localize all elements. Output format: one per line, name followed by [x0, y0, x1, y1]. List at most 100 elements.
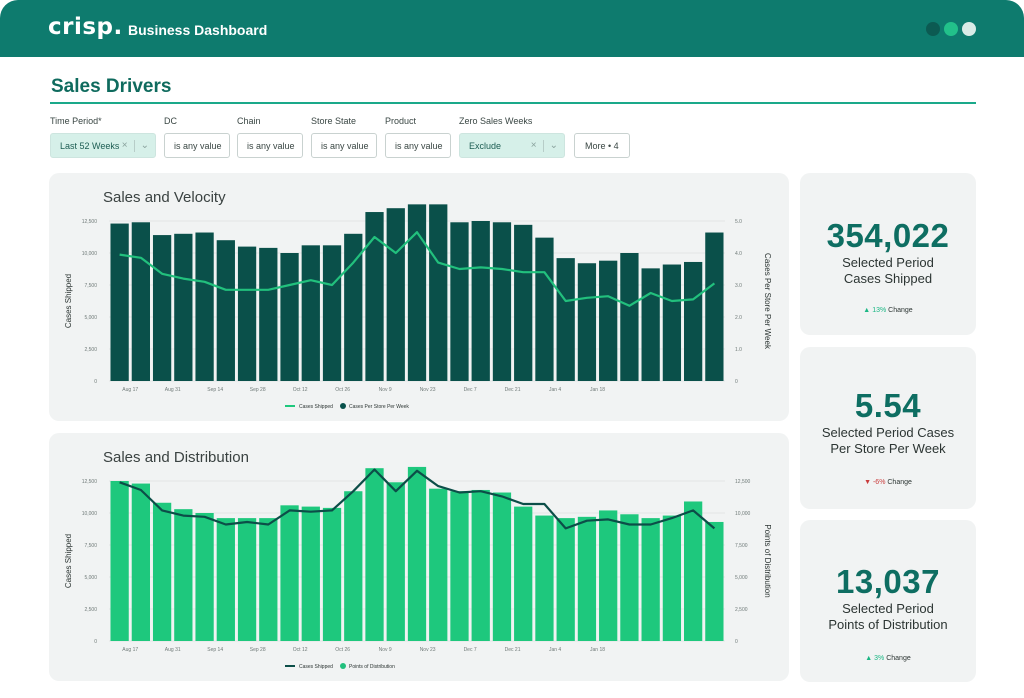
x-tick-label: Aug 31	[165, 387, 181, 393]
arrow-down-icon: ▼	[864, 479, 872, 486]
x-tick-label: Aug 17	[122, 647, 138, 653]
bar	[110, 481, 129, 641]
bar	[386, 208, 405, 381]
crisp-logo[interactable]: crisp.	[48, 14, 123, 40]
kpi-value: 5.54	[854, 387, 922, 424]
filter-zero-sales-weeks: Zero Sales Weeks Exclude × ⌄	[459, 116, 565, 158]
zero-sales-weeks-select[interactable]: Exclude × ⌄	[459, 133, 565, 158]
filter-more: More • 4	[574, 116, 630, 158]
legend-label: Points of Distribution	[349, 664, 395, 670]
filter-product: Product is any value	[385, 116, 451, 158]
bar	[641, 518, 660, 641]
filter-value: is any value	[321, 140, 369, 151]
y-tick-label: 12,500	[82, 219, 98, 225]
bar	[641, 268, 660, 381]
bar	[131, 483, 150, 641]
product-filter-button[interactable]: is any value	[385, 133, 451, 158]
bar	[684, 501, 703, 641]
kpi-cases-shipped: 354,022 Selected Period Cases Shipped ▲ …	[800, 173, 976, 335]
bar	[131, 222, 150, 381]
window-controls	[926, 22, 976, 36]
chevron-down-icon[interactable]: ⌄	[549, 140, 558, 151]
bar	[259, 518, 278, 641]
arrow-up-icon: ▲	[865, 655, 873, 662]
bar	[535, 515, 554, 641]
page-title: Sales Drivers	[51, 76, 172, 97]
y-tick-label: 10,000	[82, 511, 98, 517]
x-tick-label: Jan 18	[590, 647, 605, 653]
y-axis-title: Cases Shipped	[64, 534, 73, 588]
x-tick-label: Dec 7	[464, 647, 477, 653]
x-tick-label: Aug 31	[165, 647, 181, 653]
sales-velocity-card: Sales and Velocity 12,500 10,000 7,500 5,00…	[49, 173, 789, 421]
chart-title: Sales and Velocity	[103, 189, 226, 206]
bar	[471, 221, 490, 381]
x-tick-label: Sep 14	[207, 647, 223, 653]
clear-icon[interactable]: ×	[530, 140, 537, 151]
bar	[174, 233, 193, 381]
bar	[216, 240, 235, 381]
y2-tick-label: 1.0	[735, 347, 742, 353]
bar	[280, 505, 299, 641]
legend-label: Cases Shipped	[299, 404, 333, 410]
bar	[344, 233, 363, 381]
y-tick-label: 10,000	[82, 251, 98, 257]
y-tick-label: 7,500	[84, 283, 97, 289]
top-bar: crisp. Business Dashboard	[0, 0, 1024, 57]
legend-label: Cases Shipped	[299, 664, 333, 670]
y-tick-label: 2,500	[84, 347, 97, 353]
y-tick-label: 5,000	[84, 315, 97, 321]
y2-tick-label: 4.0	[735, 251, 742, 257]
filter-value: Last 52 Weeks	[60, 140, 120, 151]
series-line	[119, 231, 716, 307]
window-dot-1[interactable]	[926, 22, 940, 36]
change-percent: 13%	[872, 307, 887, 314]
legend-label: Cases Per Store Per Week	[349, 404, 409, 410]
x-tick-label: Sep 14	[207, 387, 223, 393]
filter-label: Product	[385, 116, 417, 126]
dc-filter-button[interactable]: is any value	[164, 133, 230, 158]
x-tick-label: Sep 28	[250, 387, 266, 393]
x-tick-label: Nov 9	[379, 387, 392, 393]
kpi-label-line2: Cases Shipped	[843, 271, 933, 286]
window-dot-3[interactable]	[962, 22, 976, 36]
chevron-down-icon[interactable]: ⌄	[140, 140, 149, 151]
bar	[344, 491, 363, 641]
chain-filter-button[interactable]: is any value	[237, 133, 303, 158]
filter-time-period: Time Period* Last 52 Weeks × ⌄	[50, 116, 156, 158]
sales-velocity-chart: 12,500 10,000 7,500 5,000 2,500 0 5.0 4.0 3.0 2.0…	[64, 204, 772, 410]
y2-tick-label: 12,500	[735, 479, 751, 485]
app-title: Business Dashboard	[128, 22, 268, 38]
y2-axis-title: Cases Per Store Per Week	[763, 253, 772, 350]
bar	[407, 204, 427, 381]
kpi-label-line2: Points of Distribution	[828, 617, 948, 632]
y-tick-label: 7,500	[84, 543, 97, 549]
x-tick-label: Dec 7	[464, 387, 477, 393]
kpi-value: 13,037	[836, 563, 940, 600]
clear-icon[interactable]: ×	[121, 140, 128, 151]
y2-axis-title: Points of Distribution	[763, 524, 772, 597]
y2-tick-label: 0	[735, 379, 738, 385]
bar	[152, 235, 172, 381]
y2-tick-label: 10,000	[735, 511, 751, 517]
y-tick-label: 5,000	[84, 575, 97, 581]
bar	[365, 468, 384, 641]
kpi-value: 354,022	[826, 217, 950, 254]
bar	[407, 466, 427, 641]
y-tick-label: 12,500	[82, 479, 98, 485]
bar	[237, 518, 257, 641]
more-filters-button[interactable]: More • 4	[574, 133, 630, 158]
chart-title: Sales and Distribution	[103, 449, 249, 466]
time-period-select[interactable]: Last 52 Weeks × ⌄	[50, 133, 156, 158]
x-tick-label: Nov 23	[420, 647, 436, 653]
filter-value: is any value	[247, 140, 295, 151]
legend-dot-swatch	[340, 403, 346, 409]
bar	[195, 513, 214, 641]
filter-label: Store State	[311, 116, 357, 126]
bar	[556, 518, 575, 641]
window-dot-2[interactable]	[944, 22, 958, 36]
y2-tick-label: 3.0	[735, 283, 742, 289]
store-state-filter-button[interactable]: is any value	[311, 133, 377, 158]
kpi-label-line1: Selected Period Cases	[821, 425, 955, 440]
